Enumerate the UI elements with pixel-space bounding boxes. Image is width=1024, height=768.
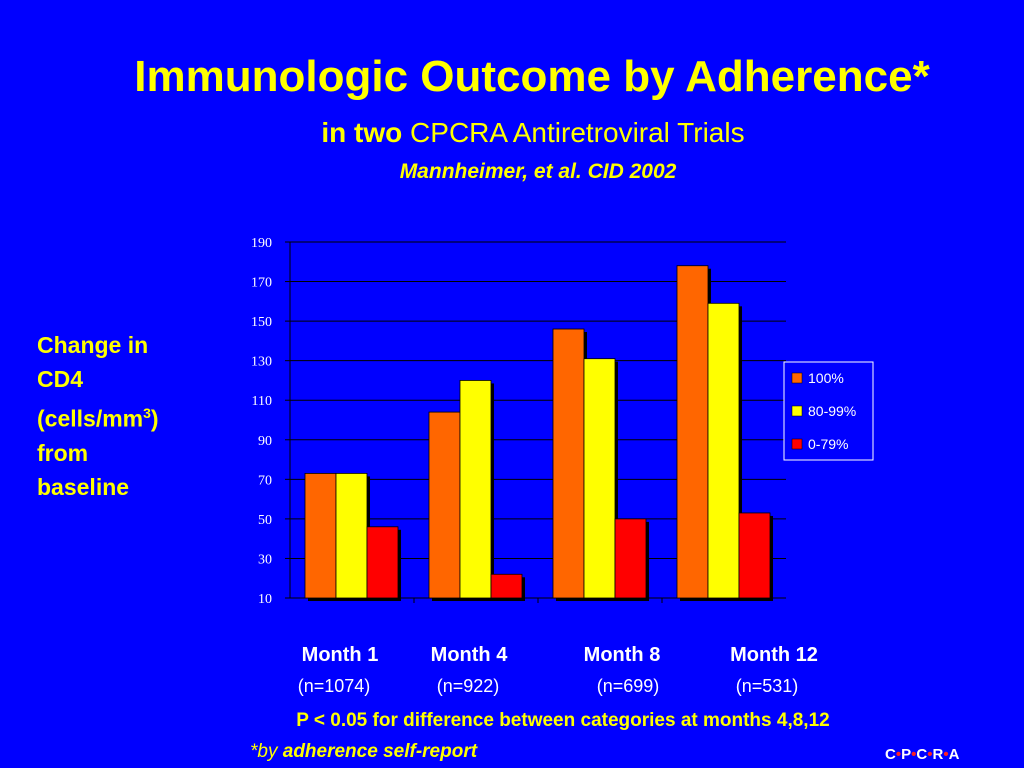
logo-letter: A bbox=[948, 746, 960, 763]
x-category-n-label: (n=699) bbox=[597, 676, 660, 696]
x-category-n-label: (n=922) bbox=[437, 676, 500, 696]
y-tick-label: 70 bbox=[258, 473, 272, 488]
y-tick-label: 190 bbox=[251, 236, 272, 251]
legend-swatch bbox=[791, 372, 803, 384]
logo-letter: C bbox=[885, 746, 896, 763]
y-tick-label: 50 bbox=[258, 513, 272, 528]
y-axis-label: Change in CD4 (cells/mm3) from baseline bbox=[37, 328, 212, 504]
bar-0-79%-month-8 bbox=[614, 518, 647, 599]
logo-dot-icon: • bbox=[927, 746, 933, 763]
slide-title: Immunologic Outcome by Adherence* bbox=[134, 52, 930, 101]
legend-label: 100% bbox=[808, 370, 844, 386]
y-tick-label: 90 bbox=[258, 434, 272, 449]
y-tick-label: 110 bbox=[252, 394, 272, 409]
citation: Mannheimer, et al. CID 2002 bbox=[399, 160, 677, 183]
x-category-label: Month 8 bbox=[584, 644, 661, 666]
y-tick-label: 150 bbox=[251, 315, 272, 330]
bar-80-99%-month-12 bbox=[707, 302, 740, 599]
logo-dot-icon: • bbox=[895, 746, 902, 763]
logo-letter: R bbox=[932, 746, 944, 763]
y-label-line-1: Change in bbox=[37, 332, 149, 358]
bar-100%-month-8 bbox=[552, 328, 585, 599]
subtitle-bold: in two bbox=[321, 117, 403, 148]
logo-dot-icon: • bbox=[943, 746, 949, 763]
x-category-label: Month 12 bbox=[730, 644, 818, 666]
y-label-line-5: baseline bbox=[37, 473, 130, 500]
bar-0-79%-month-4 bbox=[490, 573, 523, 599]
bar-100%-month-12 bbox=[676, 265, 709, 599]
bar-80-99%-month-8 bbox=[583, 358, 616, 599]
bar-0-79%-month-1 bbox=[366, 526, 399, 599]
bar-80-99%-month-4 bbox=[459, 380, 492, 599]
cpcra-logo: C•P•C•R•A bbox=[885, 746, 959, 763]
y-tick-label: 30 bbox=[258, 552, 272, 567]
legend-label: 0-79% bbox=[808, 436, 848, 452]
slide-subtitle: in two CPCRA Antiretroviral Trials bbox=[0, 117, 1024, 149]
y-label-line-4: from bbox=[37, 439, 89, 466]
y-label-line-3: (cells/mm3) bbox=[37, 405, 159, 432]
legend-swatch bbox=[791, 438, 803, 450]
legend-swatch bbox=[791, 405, 803, 417]
logo-letter: P bbox=[901, 746, 912, 763]
logo-letter: C bbox=[916, 746, 928, 763]
y-tick-label: 10 bbox=[258, 592, 272, 607]
significance-note: P < 0.05 for difference between categori… bbox=[296, 710, 830, 731]
bar-100%-month-1 bbox=[304, 472, 337, 599]
y-label-line-2: CD4 bbox=[37, 366, 84, 392]
x-category-n-label: (n=1074) bbox=[298, 676, 371, 696]
footnote: *by adherence self-report bbox=[250, 741, 478, 762]
subtitle-rest: CPCRA Antiretroviral Trials bbox=[402, 117, 745, 148]
legend-label: 80-99% bbox=[808, 403, 856, 419]
x-category-n-label: (n=531) bbox=[736, 676, 799, 696]
bar-0-79%-month-12 bbox=[738, 512, 771, 599]
y-tick-label: 170 bbox=[251, 276, 272, 291]
x-category-label: Month 4 bbox=[431, 644, 509, 666]
y-tick-label: 130 bbox=[251, 355, 272, 370]
bar-80-99%-month-1 bbox=[335, 472, 368, 599]
x-category-label: Month 1 bbox=[302, 644, 379, 666]
logo-dot-icon: • bbox=[911, 746, 917, 763]
bar-100%-month-4 bbox=[428, 411, 461, 599]
